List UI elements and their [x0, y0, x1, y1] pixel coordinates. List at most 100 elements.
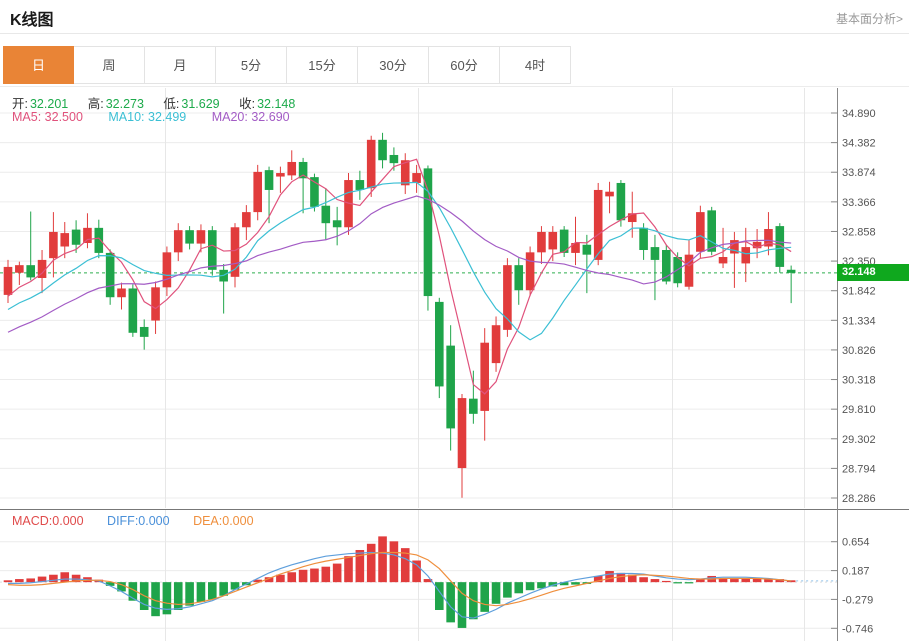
- macd-label: MACD:: [12, 514, 53, 528]
- candle-body: [639, 227, 648, 251]
- candle-body: [616, 182, 626, 221]
- macd-bar: [37, 576, 47, 583]
- low-label: 低:: [163, 97, 180, 111]
- candle-body: [775, 226, 785, 267]
- candle-body: [503, 265, 512, 330]
- candle-body: [94, 227, 104, 253]
- axis-tick-label: 34.382: [842, 138, 876, 150]
- candle-body: [242, 212, 251, 228]
- macd-bar: [571, 582, 580, 585]
- candle-body: [332, 220, 342, 228]
- candle-body: [230, 227, 240, 277]
- high-label: 高:: [87, 97, 104, 111]
- macd-bar: [71, 574, 81, 583]
- tab-6[interactable]: 60分: [429, 46, 500, 84]
- axis-tick-label: 30.826: [842, 345, 876, 357]
- candle-body: [650, 247, 660, 260]
- axis-tick-label: 33.366: [842, 197, 876, 209]
- macd-header: MACD:0.000 DIFF:0.000 DEA:0.000: [12, 514, 274, 528]
- fundamental-analysis-link[interactable]: 基本面分析>: [835, 12, 903, 26]
- tab-0[interactable]: 日: [3, 46, 74, 84]
- macd-bar: [412, 560, 421, 583]
- chart-top-border: [0, 86, 909, 87]
- tab-5[interactable]: 30分: [358, 46, 429, 84]
- macd-bar: [548, 582, 558, 587]
- tab-4[interactable]: 15分: [287, 46, 358, 84]
- candle-body: [707, 210, 716, 252]
- tab-3[interactable]: 5分: [216, 46, 287, 84]
- candle-body: [684, 254, 694, 287]
- macd-bar: [378, 536, 387, 583]
- macd-bar: [423, 579, 433, 583]
- macd-bar: [389, 541, 399, 583]
- ma20-label: MA20:: [211, 110, 248, 124]
- macd-bar: [117, 582, 126, 592]
- candle-body: [446, 345, 455, 429]
- candle-body: [582, 244, 592, 255]
- candle-body: [162, 252, 172, 288]
- candle-body: [366, 139, 376, 189]
- candle-body: [26, 265, 35, 278]
- candle-body: [60, 233, 70, 247]
- candle-body: [435, 301, 444, 387]
- macd-value: 0.000: [52, 514, 84, 528]
- high-value: 32.273: [105, 97, 144, 111]
- open-label: 开:: [12, 97, 28, 111]
- macd-bar: [26, 578, 35, 583]
- macd-bar: [162, 582, 172, 615]
- candle-body: [491, 325, 501, 364]
- candle-body: [151, 287, 160, 321]
- ma5-value: 32.500: [44, 110, 83, 124]
- candle-body: [139, 326, 149, 337]
- candle-body: [662, 250, 671, 282]
- axis-tick-label: 29.810: [842, 404, 876, 416]
- ma10-value: 32.499: [148, 110, 187, 124]
- macd-bar: [264, 577, 274, 583]
- candle-body: [37, 259, 47, 278]
- candle-body: [264, 170, 274, 190]
- macd-bar: [151, 582, 160, 617]
- tab-1[interactable]: 周: [74, 46, 145, 84]
- candle-body: [718, 257, 728, 264]
- macd-bar: [605, 571, 614, 583]
- tab-2[interactable]: 月: [145, 46, 216, 84]
- candle-body: [412, 173, 421, 183]
- tab-7[interactable]: 4时: [500, 46, 571, 84]
- candle-body: [525, 252, 535, 291]
- macd-bar: [775, 579, 785, 583]
- macd-bar: [480, 582, 489, 612]
- axis-tick-label: 31.334: [842, 315, 876, 327]
- macd-bar: [491, 582, 501, 604]
- candle-body: [378, 139, 387, 161]
- macd-bar: [128, 582, 138, 601]
- ma10-line: [7, 181, 792, 341]
- candle-body: [457, 398, 467, 469]
- macd-bar: [718, 578, 728, 583]
- macd-bar: [332, 563, 342, 583]
- macd-bar: [741, 578, 751, 583]
- macd-bar: [593, 575, 603, 583]
- candle-body: [321, 205, 331, 224]
- ohlc-header: 开: 32.201 高: 32.273 低: 31.629 收: 32.148: [12, 93, 311, 112]
- dea-label: DEA:: [193, 514, 223, 528]
- macd-bar: [287, 572, 297, 583]
- macd-bar: [752, 577, 762, 583]
- header-divider: [0, 33, 909, 34]
- axis-tick-label: 30.318: [842, 375, 876, 387]
- candle-body: [627, 213, 637, 223]
- macd-bar: [639, 577, 648, 583]
- current-price-badge: 32.148: [837, 264, 909, 281]
- macd-bar: [344, 556, 353, 583]
- close-value: 32.148: [257, 97, 296, 111]
- macd-bar: [253, 579, 262, 583]
- macd-bar: [627, 574, 637, 583]
- ma10-label: MA10:: [108, 110, 145, 124]
- macd-bar: [173, 582, 183, 610]
- axis-tick-label: 33.874: [842, 167, 876, 179]
- candle-body: [752, 241, 762, 249]
- macd-bar: [662, 580, 671, 583]
- macd-bar: [435, 582, 444, 610]
- candle-body: [480, 342, 489, 411]
- macd-bar: [3, 580, 13, 583]
